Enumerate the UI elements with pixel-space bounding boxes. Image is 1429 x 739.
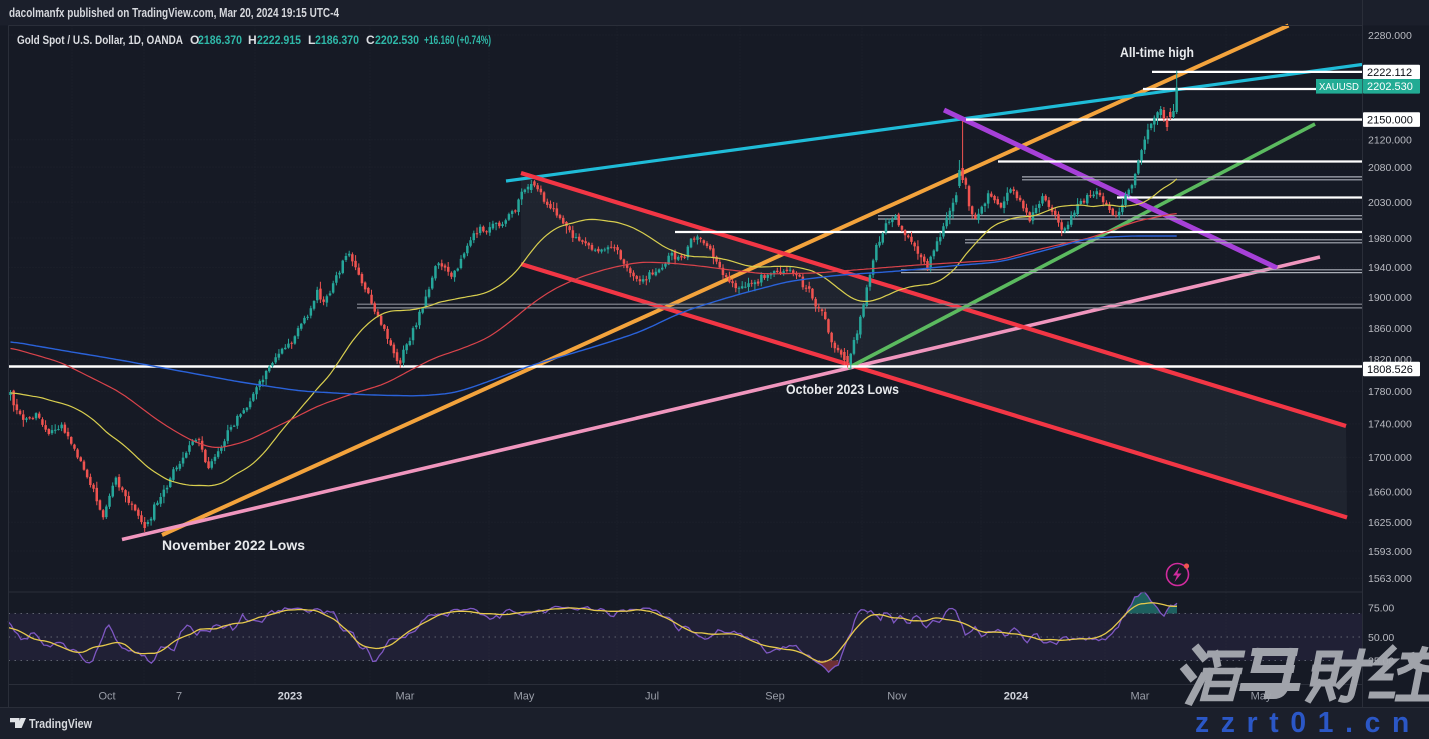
svg-text:2120.000: 2120.000 [1368, 135, 1412, 147]
svg-text:2202.530: 2202.530 [375, 33, 419, 47]
svg-text:2280.000: 2280.000 [1368, 30, 1412, 42]
svg-text:Oct: Oct [98, 691, 115, 703]
svg-text:C: C [366, 33, 375, 47]
svg-text:75.00: 75.00 [1368, 602, 1394, 614]
svg-text:O: O [190, 33, 199, 47]
svg-text:2150.000: 2150.000 [1367, 115, 1413, 127]
svg-text:Mar: Mar [396, 691, 415, 703]
svg-text:+16.160 (+0.74%): +16.160 (+0.74%) [424, 33, 491, 47]
svg-text:Sep: Sep [765, 691, 785, 703]
svg-text:All-time high: All-time high [1120, 45, 1194, 60]
svg-text:1808.526: 1808.526 [1367, 364, 1413, 376]
svg-text:October 2023 Lows: October 2023 Lows [786, 382, 899, 397]
svg-text:2080.000: 2080.000 [1368, 162, 1412, 174]
svg-text:XAUUSD: XAUUSD [1319, 82, 1359, 93]
svg-text:2202.530: 2202.530 [1367, 81, 1413, 93]
svg-text:2186.370: 2186.370 [315, 33, 359, 47]
svg-text:1900.000: 1900.000 [1368, 292, 1412, 304]
svg-text:1780.000: 1780.000 [1368, 386, 1412, 398]
svg-text:1700.000: 1700.000 [1368, 452, 1412, 464]
svg-text:Mar: Mar [1131, 691, 1150, 703]
svg-text:TradingView: TradingView [29, 717, 92, 731]
svg-text:1563.000: 1563.000 [1368, 573, 1412, 585]
svg-text:Jul: Jul [645, 691, 659, 703]
svg-text:1980.000: 1980.000 [1368, 233, 1412, 245]
svg-text:2024: 2024 [1004, 691, 1029, 703]
svg-text:1593.000: 1593.000 [1368, 546, 1412, 558]
svg-text:1860.000: 1860.000 [1368, 323, 1412, 335]
svg-text:dacolmanfx published on Tradin: dacolmanfx published on TradingView.com,… [9, 6, 339, 20]
svg-text:Nov: Nov [887, 691, 907, 703]
svg-text:1625.000: 1625.000 [1368, 517, 1412, 529]
svg-text:H: H [248, 33, 257, 47]
svg-text:1740.000: 1740.000 [1368, 419, 1412, 431]
svg-text:50.00: 50.00 [1368, 632, 1394, 644]
svg-text:May: May [514, 691, 535, 703]
svg-text:2023: 2023 [278, 691, 302, 703]
svg-text:7: 7 [176, 691, 182, 703]
svg-text:2186.370: 2186.370 [198, 33, 242, 47]
svg-text:1940.000: 1940.000 [1368, 262, 1412, 274]
svg-text:2222.915: 2222.915 [257, 33, 301, 47]
svg-text:2222.112: 2222.112 [1367, 67, 1412, 79]
svg-text:Gold Spot / U.S. Dollar, 1D, O: Gold Spot / U.S. Dollar, 1D, OANDA [17, 33, 183, 47]
svg-text:November 2022 Lows: November 2022 Lows [162, 538, 305, 553]
svg-text:2030.000: 2030.000 [1368, 197, 1412, 209]
svg-text:L: L [308, 33, 315, 47]
svg-text:zzrt01.cn: zzrt01.cn [1195, 707, 1421, 739]
svg-text:1660.000: 1660.000 [1368, 486, 1412, 498]
